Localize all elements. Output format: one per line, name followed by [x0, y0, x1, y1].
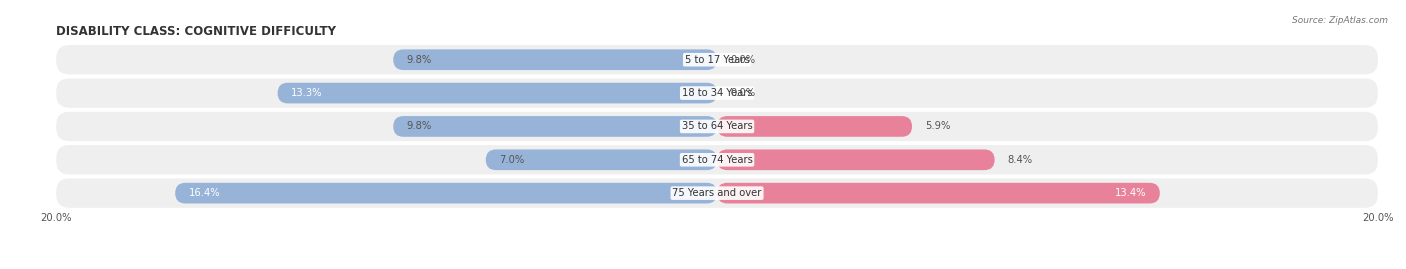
Text: 13.3%: 13.3%: [291, 88, 322, 98]
FancyBboxPatch shape: [277, 83, 717, 103]
Text: 65 to 74 Years: 65 to 74 Years: [682, 155, 752, 165]
FancyBboxPatch shape: [486, 150, 717, 170]
Text: 9.8%: 9.8%: [406, 55, 432, 65]
Text: 0.0%: 0.0%: [730, 55, 755, 65]
FancyBboxPatch shape: [56, 145, 1378, 175]
Text: 9.8%: 9.8%: [406, 121, 432, 132]
Text: 5.9%: 5.9%: [925, 121, 950, 132]
FancyBboxPatch shape: [56, 78, 1378, 108]
Text: 7.0%: 7.0%: [499, 155, 524, 165]
Text: 0.0%: 0.0%: [730, 88, 755, 98]
FancyBboxPatch shape: [56, 45, 1378, 75]
Text: 8.4%: 8.4%: [1008, 155, 1033, 165]
FancyBboxPatch shape: [394, 116, 717, 137]
FancyBboxPatch shape: [717, 150, 994, 170]
FancyBboxPatch shape: [394, 49, 717, 70]
Text: 5 to 17 Years: 5 to 17 Years: [685, 55, 749, 65]
Text: Source: ZipAtlas.com: Source: ZipAtlas.com: [1292, 16, 1388, 25]
Text: 16.4%: 16.4%: [188, 188, 219, 198]
Text: 75 Years and over: 75 Years and over: [672, 188, 762, 198]
FancyBboxPatch shape: [56, 178, 1378, 208]
Text: 35 to 64 Years: 35 to 64 Years: [682, 121, 752, 132]
FancyBboxPatch shape: [717, 183, 1160, 203]
FancyBboxPatch shape: [56, 112, 1378, 141]
Text: DISABILITY CLASS: COGNITIVE DIFFICULTY: DISABILITY CLASS: COGNITIVE DIFFICULTY: [56, 25, 336, 38]
FancyBboxPatch shape: [717, 116, 912, 137]
FancyBboxPatch shape: [176, 183, 717, 203]
Text: 13.4%: 13.4%: [1115, 188, 1146, 198]
Text: 18 to 34 Years: 18 to 34 Years: [682, 88, 752, 98]
